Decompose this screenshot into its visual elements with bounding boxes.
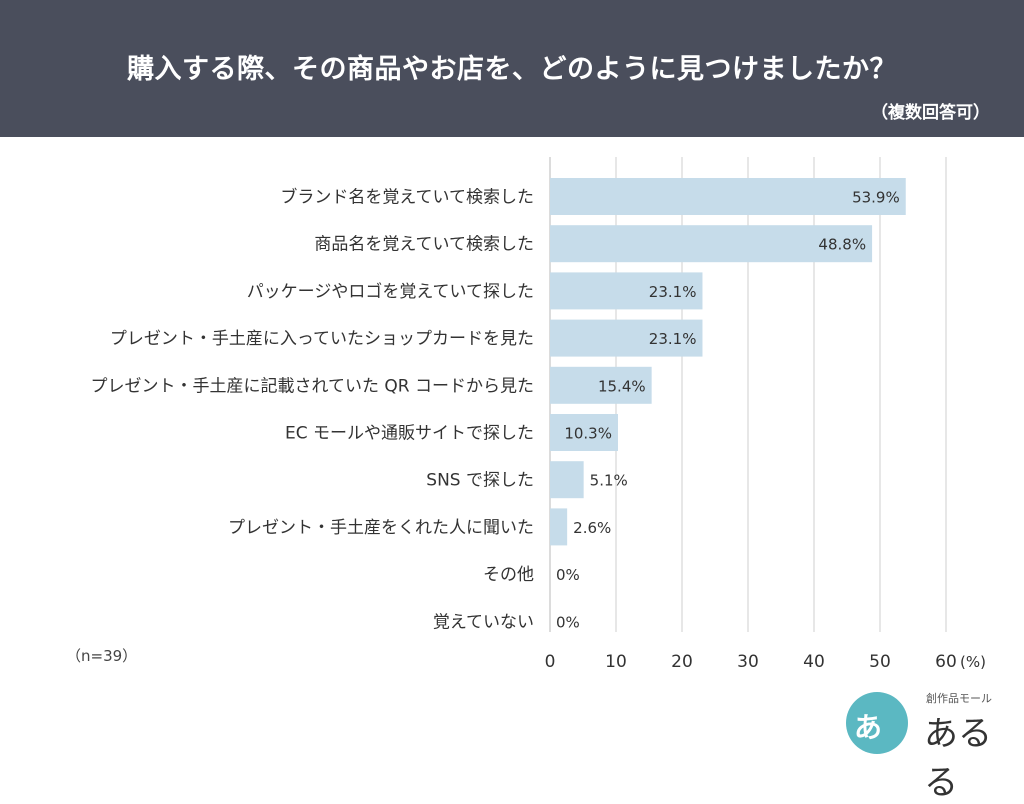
bar: [550, 461, 584, 499]
category-label: プレゼント・手土産をくれた人に聞いた: [228, 518, 534, 538]
category-label: 覚えていない: [433, 612, 534, 632]
x-tick-label: 60: [935, 652, 957, 672]
x-tick-label: 40: [803, 652, 825, 672]
logo-wordmark: あるる: [924, 714, 992, 803]
bar: [550, 319, 703, 357]
bar: [550, 414, 618, 451]
bar: [550, 508, 568, 546]
bar: [550, 366, 652, 404]
category-label: プレゼント・手土産に記載されていた QR コードから見た: [91, 376, 535, 396]
page-title: 購入する際、その商品やお店を、どのように見つけましたか？: [127, 54, 897, 85]
category-label: その他: [483, 565, 534, 585]
logo-rabbit-icon: あ: [846, 692, 908, 754]
page-subtitle: （複数回答可）: [871, 103, 990, 123]
value-label: 23.1%: [649, 283, 697, 301]
value-label: 48.8%: [818, 236, 866, 254]
logo-caption: 創作品モール: [926, 692, 992, 705]
bar: [550, 178, 906, 215]
value-label: 10.3%: [564, 425, 612, 443]
value-label: 5.1%: [590, 472, 628, 490]
x-axis-unit: (%): [960, 653, 986, 671]
x-tick-label: 20: [671, 652, 693, 672]
header-bar: 購入する際、その商品やお店を、どのように見つけましたか？ （複数回答可）: [0, 0, 1024, 137]
x-tick-label: 10: [605, 652, 627, 672]
x-tick-label: 30: [737, 652, 759, 672]
value-label: 0%: [556, 566, 580, 584]
bar: [550, 272, 703, 310]
value-label: 53.9%: [852, 189, 900, 207]
category-label: パッケージやロゴを覚えていて探した: [247, 281, 534, 302]
value-label: 23.1%: [649, 330, 697, 348]
category-label: 商品名を覚えていて検索した: [314, 235, 534, 255]
category-label: EC モールや通販サイトで探した: [285, 424, 534, 444]
x-tick-label: 0: [545, 652, 556, 672]
category-label: SNS で探した: [426, 471, 534, 491]
category-label: プレゼント・手土産に入っていたショップカードを見た: [110, 329, 534, 349]
category-label: ブランド名を覚えていて検索した: [280, 187, 534, 208]
value-label: 15.4%: [598, 377, 646, 395]
logo-circle-glyph: あ: [854, 711, 883, 744]
value-label: 0%: [556, 613, 580, 631]
value-label: 2.6%: [573, 519, 611, 537]
bar-chart: ブランド名を覚えていて検索した 53.9% 商品名を覚えていて検索した 48.8% パッ…: [91, 157, 986, 672]
bar: [550, 225, 873, 263]
x-tick-label: 50: [869, 652, 891, 672]
brand-logo: あ 創作品モール あるる: [846, 690, 1016, 803]
sample-size-note: （n=39）: [66, 647, 138, 665]
